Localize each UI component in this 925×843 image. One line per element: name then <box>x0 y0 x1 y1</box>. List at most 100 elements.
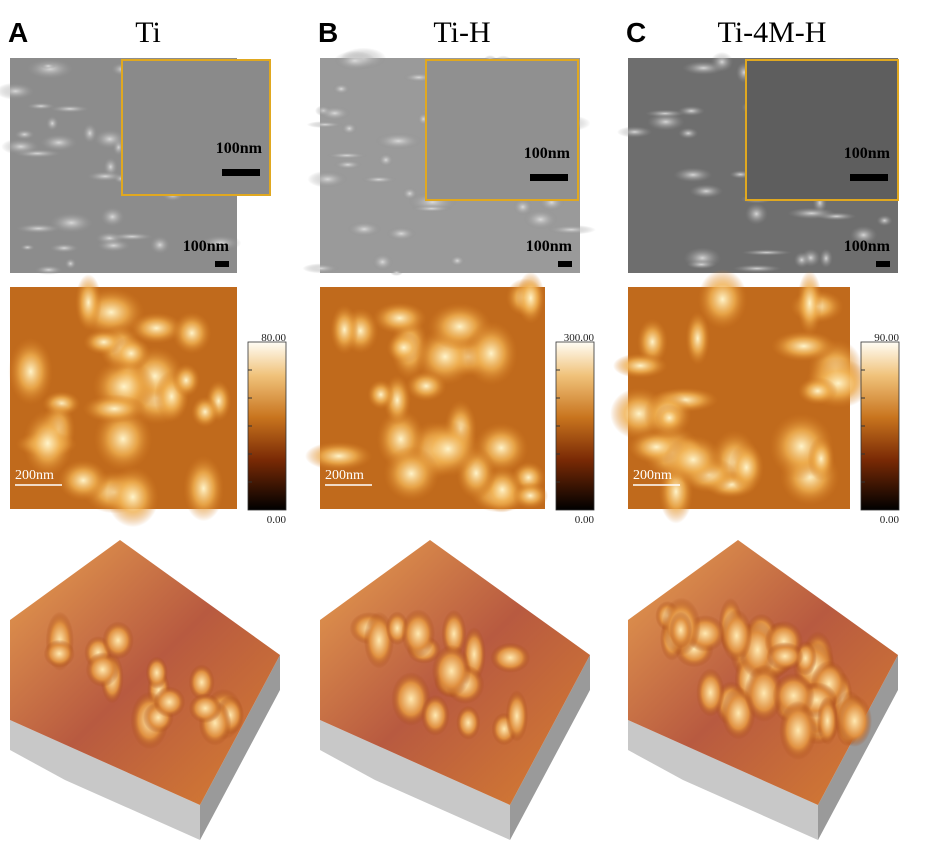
sem-feature <box>673 168 712 183</box>
afm-feature <box>655 404 684 431</box>
sem-scale-bar <box>558 261 572 267</box>
surface-peak <box>153 687 185 718</box>
surface-peak <box>432 645 471 697</box>
sem-feature <box>41 63 56 69</box>
sem-feature <box>308 171 348 188</box>
colorbar <box>248 342 286 510</box>
surface-peak <box>506 690 528 741</box>
sem-feature <box>64 258 76 270</box>
panel-letter: A <box>8 17 28 48</box>
sem-feature <box>307 121 344 128</box>
sem-feature <box>49 105 91 113</box>
afm-feature <box>663 435 723 484</box>
afm-feature <box>75 274 102 331</box>
sem-feature <box>733 265 782 273</box>
surface-peak <box>421 695 450 736</box>
surface-peak <box>86 652 120 687</box>
surface-peak <box>837 695 872 747</box>
sem-feature <box>46 116 59 132</box>
sem-feature <box>333 160 362 170</box>
afm-feature <box>406 371 447 402</box>
inset-scale-bar <box>222 169 260 176</box>
afm-feature <box>517 272 545 324</box>
afm-feature <box>305 442 373 471</box>
surface-peak <box>779 701 817 760</box>
sem-feature <box>14 129 35 140</box>
figure: ATi100nm100nm200nm80.000.00BTi-H100nm100… <box>0 0 925 843</box>
afm-feature <box>172 364 200 397</box>
afm-feature <box>8 338 53 406</box>
surface-peak <box>146 657 168 690</box>
sem-feature <box>332 83 350 94</box>
afm-feature <box>387 332 422 363</box>
panel-title: Ti <box>135 16 161 49</box>
sem-feature <box>20 244 35 251</box>
colorbar-min: 0.00 <box>575 514 595 526</box>
colorbar-max: 300.00 <box>564 332 595 344</box>
inset-scale-bar <box>530 174 568 181</box>
panel-title: Ti-4M-H <box>718 16 827 49</box>
sem-scale-label: 100nm <box>526 238 573 255</box>
surface-peak <box>766 642 803 671</box>
sem-feature <box>819 249 832 268</box>
sem-scale-label: 100nm <box>183 238 230 255</box>
afm-feature <box>83 394 147 423</box>
afm-feature <box>172 312 211 354</box>
sem-feature <box>617 126 652 137</box>
afm-scale-label: 200nm <box>633 468 672 483</box>
afm-feature <box>383 446 439 501</box>
afm-feature <box>191 396 219 427</box>
inset-scale-label: 100nm <box>216 140 263 157</box>
afm-feature <box>464 321 517 385</box>
colorbar-max: 80.00 <box>261 332 286 344</box>
sem-feature <box>645 110 685 118</box>
afm-feature <box>797 271 822 336</box>
afm-feature <box>613 353 668 378</box>
afm-feature <box>183 456 224 522</box>
sem-feature <box>361 176 397 184</box>
afm-feature <box>112 336 151 370</box>
sem-scale-bar <box>876 261 890 267</box>
sem-feature <box>1 138 40 154</box>
surface-peak <box>401 609 435 658</box>
afm-feature <box>330 305 358 355</box>
colorbar-max: 90.00 <box>874 332 899 344</box>
sem-feature <box>326 152 368 159</box>
surface-peak <box>189 693 222 723</box>
sem-feature <box>100 206 126 227</box>
panel-letter: C <box>626 17 646 48</box>
surface-peak <box>490 643 530 673</box>
sem-feature <box>450 255 466 267</box>
sem-feature <box>741 249 792 255</box>
sem-feature <box>787 208 836 220</box>
sem-feature <box>402 187 418 200</box>
afm-feature <box>808 437 835 481</box>
sem-feature <box>303 263 340 273</box>
colorbar-min: 0.00 <box>267 514 287 526</box>
surface-peak <box>44 640 75 668</box>
sem-feature <box>347 221 382 236</box>
surface-peak <box>456 706 480 740</box>
afm-feature <box>686 312 710 366</box>
surface-peak <box>721 609 752 662</box>
panel-title: Ti-H <box>433 16 490 49</box>
afm-scale-label: 200nm <box>325 468 364 483</box>
colorbar <box>556 342 594 510</box>
afm-feature <box>23 410 73 476</box>
surface-peak <box>669 612 692 649</box>
afm-feature <box>798 377 838 405</box>
sem-feature <box>745 203 768 225</box>
sem-feature <box>96 239 131 253</box>
sem-feature <box>678 128 698 139</box>
inset-scale-bar <box>850 174 888 181</box>
sem-feature <box>877 215 893 226</box>
sem-feature <box>34 265 64 275</box>
panel-letter: B <box>318 17 338 48</box>
afm-feature <box>771 331 836 362</box>
sem-feature <box>372 253 394 271</box>
afm-scale-label: 200nm <box>15 468 54 483</box>
afm-feature <box>107 467 159 527</box>
sem-feature <box>711 52 733 72</box>
sem-feature <box>386 227 416 241</box>
sem-feature <box>794 252 810 268</box>
